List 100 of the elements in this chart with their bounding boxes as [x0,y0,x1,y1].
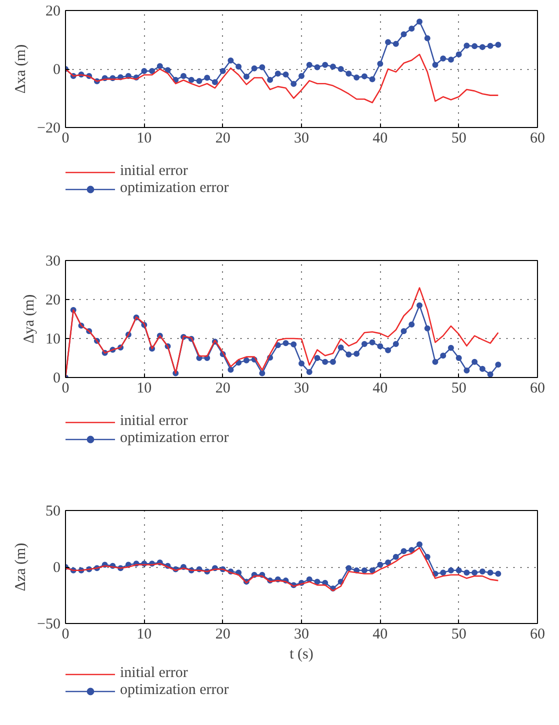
x-tick-label: 60 [530,130,545,146]
x-tick-label: 10 [136,380,152,396]
y-tick-label: 0 [53,62,60,78]
point [204,74,210,81]
x-tick-label: 20 [215,130,230,146]
point [479,366,486,372]
point [479,44,486,50]
point [322,62,328,68]
point [361,73,368,80]
point [495,570,502,577]
point [282,340,289,346]
point [424,35,430,42]
y-tick-label: 50 [46,504,60,520]
point [243,357,250,364]
point [282,72,289,78]
point [259,64,266,70]
point [196,78,202,84]
y-tick-label: 10 [46,332,60,348]
point [306,369,312,376]
point [408,321,415,328]
point [149,68,156,74]
point [346,70,352,77]
point [267,76,274,83]
point [290,341,297,348]
point [392,554,399,560]
point [487,570,494,576]
x-tick-label: 40 [372,130,388,146]
point [408,26,415,32]
point [346,351,352,358]
point [464,570,470,576]
point [440,570,446,576]
point [472,570,478,576]
x-tick-label: 20 [215,380,230,396]
legend-label: initial error [120,163,188,180]
x-tick-label: 40 [372,626,388,642]
point [354,74,360,80]
x-tick-label: 10 [136,130,152,146]
point [274,70,281,77]
point [440,352,446,359]
point [354,350,360,357]
point [456,567,462,574]
point [330,64,336,70]
y-axis-title: Δxa (m) [13,44,30,94]
y-tick-label: 0 [53,560,60,576]
point [369,339,376,346]
point [487,371,494,378]
y-tick-label: 30 [46,254,60,270]
y-axis-title: Δya (m) [22,294,38,344]
x-tick-label: 20 [215,626,230,642]
point [464,367,470,374]
y-tick-label: −20 [37,120,61,136]
point [338,66,344,72]
point [464,42,470,49]
point [385,347,392,354]
point [314,355,320,361]
x-tick-label: 30 [294,626,309,642]
point [440,55,446,62]
x-tick-label: 40 [372,380,388,396]
point [346,565,352,572]
legend-label: optimization error [120,180,229,197]
y-axis-title: Δza (m) [13,542,30,592]
point [298,360,304,366]
point [472,43,478,50]
point [314,64,320,70]
point [228,366,234,373]
point [156,63,163,70]
point [385,39,392,46]
x-tick-label: 50 [451,626,466,642]
point [369,567,376,574]
point [306,62,312,68]
line-series [66,287,499,378]
point [432,358,438,365]
point [392,340,399,347]
legend-label: optimization error [120,430,229,447]
point [400,328,407,334]
point [392,40,399,47]
point [416,18,422,25]
point [456,51,462,58]
point [180,73,186,80]
point [495,362,502,368]
point [259,370,266,376]
x-tick-label: 50 [451,130,466,146]
y-tick-label: −50 [37,616,61,632]
point [456,355,462,361]
point [251,65,258,72]
point [448,344,454,351]
y-tick-label: 0 [53,370,60,386]
point [228,58,234,64]
line-series [66,54,499,104]
point [385,559,392,566]
point [236,64,242,70]
point [330,358,336,365]
point [298,73,304,80]
x-tick-label: 10 [136,626,152,642]
point [424,325,430,332]
x-tick-label: 30 [294,380,309,396]
point [495,42,502,48]
point [400,548,407,554]
y-tick-label: 20 [46,4,60,20]
point [141,68,148,74]
